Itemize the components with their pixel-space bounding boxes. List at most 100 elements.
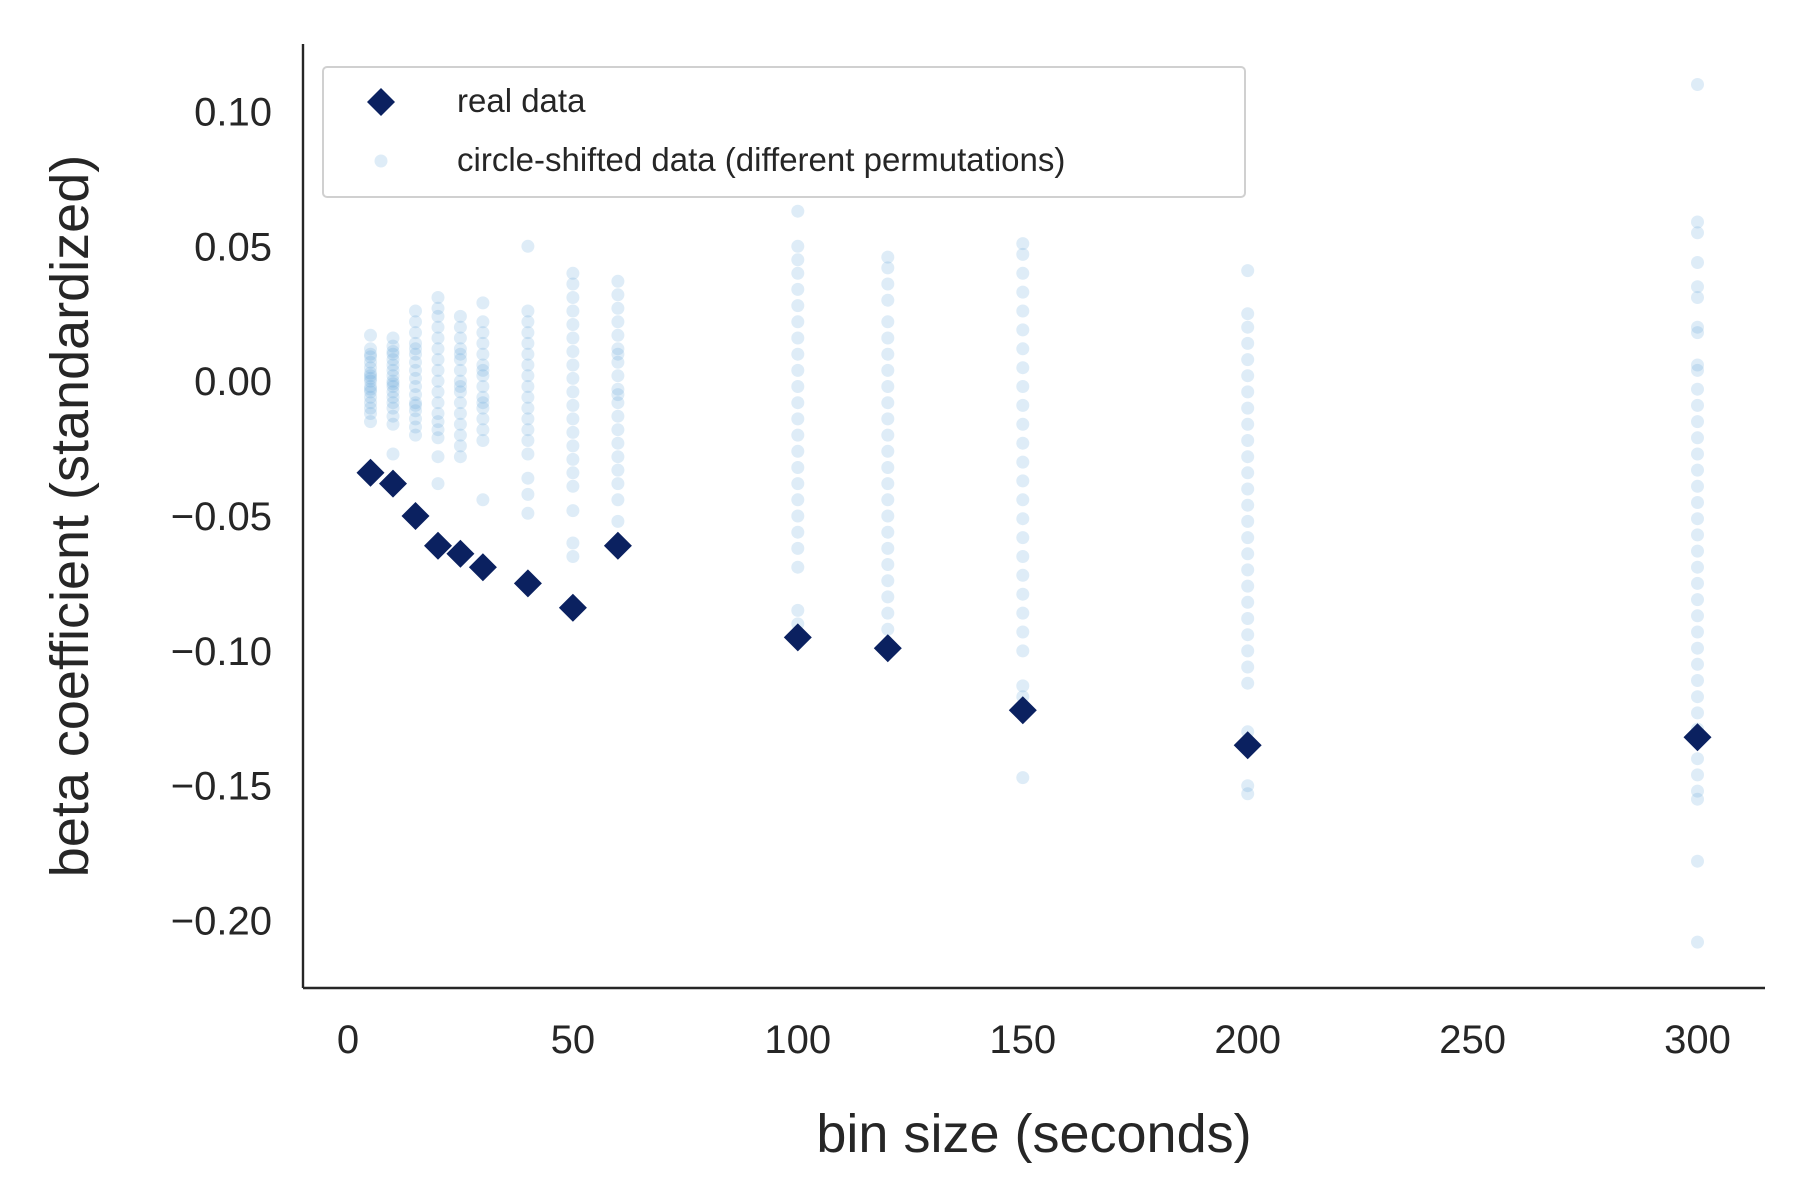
real-data-point: [401, 502, 430, 530]
permutation-point: [1691, 609, 1704, 623]
permutation-point: [364, 407, 377, 420]
permutation-point: [364, 371, 377, 385]
permutation-point: [791, 204, 805, 218]
permutation-point: [1691, 784, 1704, 798]
permutation-point: [521, 239, 535, 253]
permutation-point: [611, 409, 625, 423]
permutation-point: [566, 331, 580, 345]
permutation-point: [881, 461, 895, 474]
real-data-point: [1008, 696, 1037, 725]
permutation-point: [364, 342, 377, 356]
permutation-point: [791, 253, 805, 267]
permutation-point: [1691, 576, 1704, 590]
permutation-point: [1241, 563, 1255, 577]
permutation-point: [453, 428, 467, 442]
permutation-point: [1016, 323, 1030, 337]
permutation-point: [1691, 752, 1704, 766]
permutation-point: [476, 336, 490, 350]
permutation-point: [1016, 361, 1030, 375]
legend: real data circle-shifted data (different…: [322, 66, 1246, 198]
permutation-point: [431, 331, 445, 345]
permutation-point: [431, 301, 445, 315]
permutation-point: [611, 436, 625, 450]
permutation-point: [476, 369, 490, 383]
permutation-point: [1016, 342, 1030, 356]
permutation-point: [1241, 264, 1255, 278]
permutation-point: [364, 347, 377, 361]
permutation-point: [1016, 512, 1030, 526]
permutation-point: [521, 380, 535, 393]
permutation-point: [1241, 369, 1255, 383]
permutation-point: [1691, 280, 1704, 294]
permutation-point: [1241, 466, 1255, 480]
permutation-point: [566, 291, 580, 304]
permutation-point: [431, 320, 445, 334]
permutation-point: [881, 277, 895, 291]
permutation-point: [566, 398, 580, 412]
y-ticks: 0.10 0.05 0.00 −0.05 −0.10 −0.15 −0.20: [171, 90, 272, 943]
permutation-point: [409, 315, 422, 329]
permutation-point: [476, 493, 490, 507]
permutation-point: [566, 412, 580, 426]
permutation-point: [1016, 493, 1030, 507]
permutation-point: [476, 347, 490, 361]
permutation-point: [791, 299, 805, 313]
permutation-point: [521, 471, 535, 485]
x-tick-label: 200: [1214, 1018, 1281, 1062]
permutation-point: [409, 355, 422, 369]
permutation-point: [364, 350, 377, 364]
permutation-point: [521, 369, 535, 383]
permutation-point: [386, 358, 400, 372]
real-data-point: [468, 553, 497, 582]
permutation-point: [1691, 256, 1704, 269]
permutation-point: [1241, 660, 1255, 674]
permutation-point: [1241, 676, 1255, 690]
y-axis-title: beta coefficient (standardized): [40, 155, 100, 877]
permutation-point: [791, 380, 805, 393]
permutation-point: [1691, 78, 1704, 91]
permutation-point: [1016, 455, 1030, 469]
permutation-point: [611, 342, 625, 356]
permutation-point: [1016, 417, 1030, 431]
permutation-point: [1691, 291, 1704, 304]
permutation-point: [1241, 450, 1255, 464]
permutation-point: [791, 266, 805, 280]
permutation-point: [431, 291, 445, 304]
real-data-point: [1683, 723, 1712, 752]
permutation-point: [476, 296, 490, 310]
permutation-point: [881, 428, 895, 442]
permutation-point: [611, 355, 625, 369]
permutation-point: [386, 345, 400, 358]
permutation-point: [1016, 436, 1030, 450]
permutation-point: [364, 328, 377, 342]
permutation-point: [1691, 415, 1704, 429]
x-tick-label: 250: [1439, 1018, 1506, 1062]
permutation-point: [566, 466, 580, 480]
permutation-point: [409, 326, 422, 340]
permutation-point: [1016, 285, 1030, 299]
permutation-point: [1241, 401, 1255, 415]
permutation-point: [881, 315, 895, 329]
permutation-point: [566, 277, 580, 291]
x-ticks: 0 50 100 150 200 250 300: [337, 1018, 1731, 1062]
permutation-point: [566, 304, 580, 318]
real-data-point: [379, 469, 407, 498]
permutation-point: [1241, 417, 1255, 431]
permutation-point: [1691, 625, 1704, 639]
real-data-point: [783, 623, 812, 652]
y-tick-label: 0.05: [194, 225, 272, 269]
legend-marker-real-data: [367, 88, 395, 116]
permutation-point: [881, 541, 895, 555]
permutation-point: [881, 622, 895, 636]
permutation-point: [881, 574, 895, 588]
permutation-point: [409, 428, 422, 442]
permutation-point: [791, 461, 805, 474]
permutation-point: [1241, 531, 1255, 545]
permutation-point: [409, 347, 422, 361]
permutation-point: [881, 250, 895, 264]
permutation-point: [364, 380, 377, 393]
permutation-point: [1691, 496, 1704, 509]
permutation-point: [453, 439, 467, 453]
